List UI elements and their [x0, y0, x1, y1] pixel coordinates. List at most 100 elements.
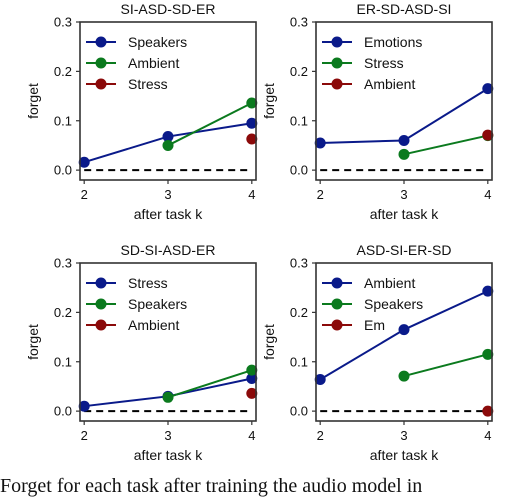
x-axis-label: after task k: [134, 447, 203, 463]
y-tick-label: 0.1: [290, 354, 308, 369]
legend-marker: [95, 277, 107, 289]
figure-caption: Forget for each task after training the …: [0, 475, 423, 497]
legend: Emotions Stress Ambient: [322, 34, 422, 92]
y-axis-label: forget: [25, 324, 41, 360]
y-tick-label: 0.2: [290, 64, 308, 79]
chart-title: SI-ASD-SD-ER: [121, 1, 216, 17]
legend-marker: [95, 36, 107, 48]
data-point: [162, 131, 174, 143]
data-point: [314, 137, 326, 149]
legend-marker: [331, 319, 343, 331]
x-tick-label: 2: [317, 187, 324, 202]
data-point: [314, 374, 326, 386]
data-point: [482, 348, 494, 360]
legend-marker: [95, 78, 107, 90]
x-tick-label: 4: [248, 187, 255, 202]
y-tick-label: 0.0: [290, 404, 308, 419]
legend-marker: [95, 298, 107, 310]
series-line: [403, 134, 489, 156]
x-tick-label: 2: [81, 187, 88, 202]
y-tick-label: 0.1: [54, 113, 72, 128]
y-tick-label: 0.3: [290, 256, 308, 271]
legend-marker: [95, 319, 107, 331]
legend-marker: [95, 57, 107, 69]
x-axis-label: after task k: [370, 206, 439, 222]
legend-marker: [331, 36, 343, 48]
y-tick-label: 0.2: [54, 305, 72, 320]
chart-title: ER-SD-ASD-SI: [357, 1, 452, 17]
y-tick-label: 0.1: [54, 354, 72, 369]
legend-marker: [331, 277, 343, 289]
y-tick-label: 0.0: [54, 404, 72, 419]
series-line: [403, 353, 489, 378]
y-tick-label: 0.2: [54, 64, 72, 79]
x-tick-label: 4: [484, 428, 491, 443]
y-axis-label: forget: [261, 83, 277, 119]
data-point: [246, 387, 258, 399]
data-point: [246, 364, 258, 376]
x-tick-label: 3: [400, 428, 407, 443]
chart-panel: SD-SI-ASD-ER 2 3 4 0.0 0.1 0.2 0.3 after task k f…: [25, 242, 258, 463]
legend-label: Ambient: [128, 55, 179, 71]
legend-label: Stress: [128, 275, 168, 291]
x-tick-label: 3: [164, 428, 171, 443]
series-line: [167, 369, 253, 399]
y-tick-label: 0.1: [290, 113, 308, 128]
y-axis-label: forget: [25, 83, 41, 119]
y-tick-label: 0.3: [290, 15, 308, 30]
x-tick-label: 4: [248, 428, 255, 443]
data-point: [398, 324, 410, 336]
legend-marker: [331, 78, 343, 90]
series-line: [167, 102, 253, 147]
data-point: [246, 117, 258, 129]
x-tick-label: 3: [400, 187, 407, 202]
legend-label: Stress: [128, 76, 168, 92]
legend-marker: [331, 57, 343, 69]
chart-title: SD-SI-ASD-ER: [121, 242, 216, 258]
data-point: [398, 135, 410, 146]
data-point: [246, 373, 258, 385]
y-tick-label: 0.0: [54, 163, 72, 178]
chart-panel: SI-ASD-SD-ER 2 3 4 0.0 0.1 0.2 0.3 after task k f…: [25, 1, 258, 222]
x-tick-label: 2: [81, 428, 88, 443]
data-point: [162, 139, 174, 151]
legend-label: Em: [364, 317, 385, 333]
y-axis-label: forget: [261, 324, 277, 360]
x-tick-label: 2: [317, 428, 324, 443]
legend: Speakers Ambient Stress: [86, 34, 187, 92]
legend-label: Speakers: [128, 296, 187, 312]
legend-label: Stress: [364, 55, 404, 71]
legend-label: Ambient: [364, 275, 415, 291]
legend-label: Speakers: [364, 296, 423, 312]
legend: Stress Speakers Ambient: [86, 275, 187, 333]
data-point: [246, 97, 258, 109]
chart-panel: ASD-SI-ER-SD 2 3 4 0.0 0.1 0.2 0.3 after task k f…: [261, 242, 494, 463]
y-tick-label: 0.3: [54, 15, 72, 30]
data-point: [162, 391, 174, 403]
legend-label: Emotions: [364, 34, 422, 50]
data-point: [482, 83, 494, 95]
data-point: [78, 156, 90, 168]
data-point: [78, 400, 90, 412]
data-point: [398, 370, 410, 382]
legend-label: Ambient: [128, 317, 179, 333]
y-tick-label: 0.2: [290, 305, 308, 320]
chart-title: ASD-SI-ER-SD: [357, 242, 452, 258]
series-line: [320, 87, 489, 144]
y-tick-label: 0.0: [290, 163, 308, 178]
y-tick-label: 0.3: [54, 256, 72, 271]
legend-marker: [331, 298, 343, 310]
legend: Ambient Speakers Em: [322, 275, 423, 333]
data-point: [482, 285, 494, 297]
x-tick-label: 3: [164, 187, 171, 202]
legend-label: Ambient: [364, 76, 415, 92]
x-tick-label: 4: [484, 187, 491, 202]
x-axis-label: after task k: [370, 447, 439, 463]
x-axis-label: after task k: [134, 206, 203, 222]
data-point: [482, 405, 494, 417]
legend-label: Speakers: [128, 34, 187, 50]
chart-panel: ER-SD-ASD-SI 2 3 4 0.0 0.1 0.2 0.3 after task k f…: [261, 1, 494, 222]
data-point: [246, 133, 258, 145]
data-point: [398, 148, 410, 160]
